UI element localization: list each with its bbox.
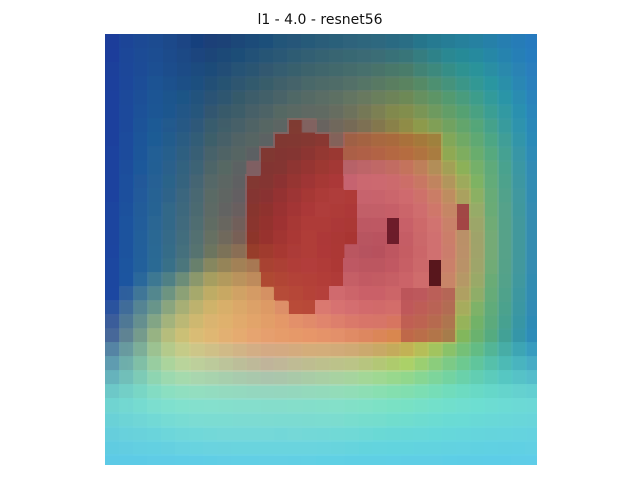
heatmap-image xyxy=(105,34,537,465)
heatmap-content xyxy=(105,34,537,465)
heatmap-svg xyxy=(105,34,537,465)
figure-title: l1 - 4.0 - resnet56 xyxy=(257,12,383,28)
